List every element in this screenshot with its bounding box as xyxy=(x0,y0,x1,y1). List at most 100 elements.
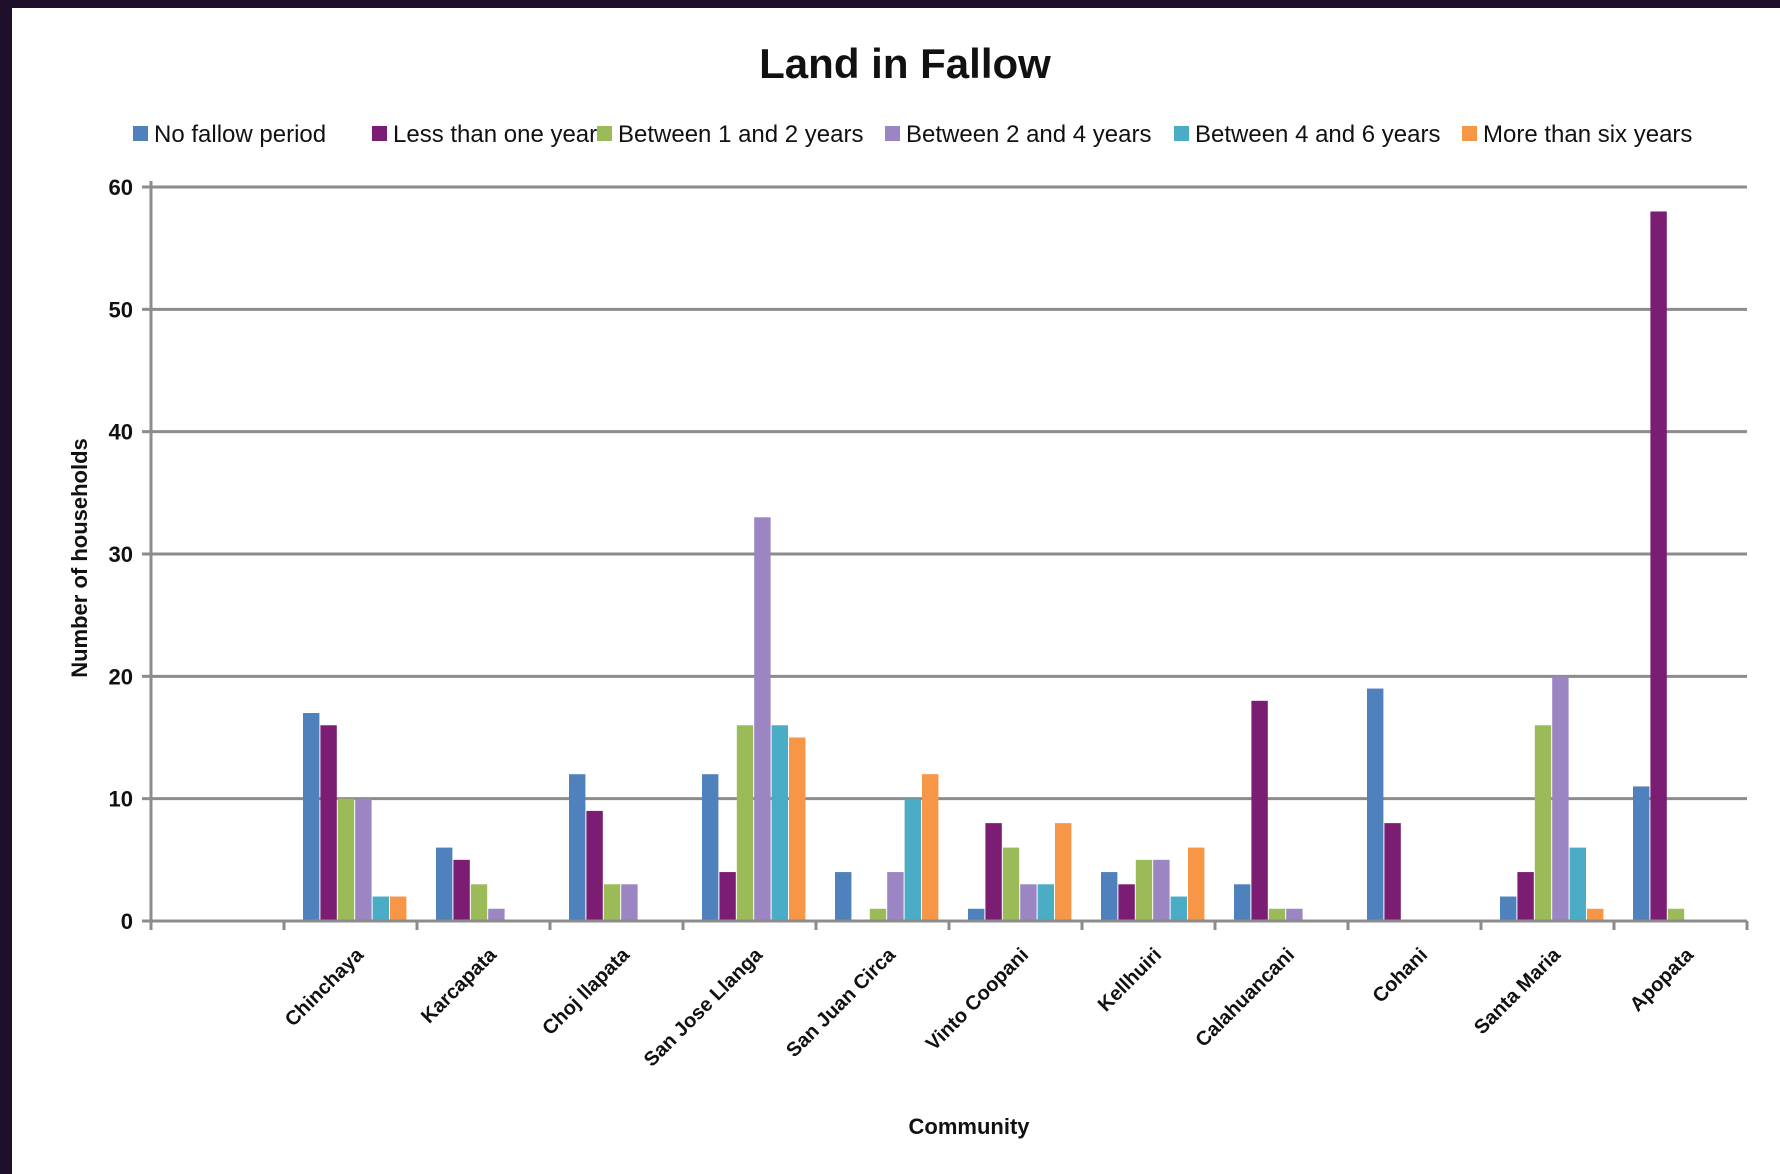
y-tick-label: 0 xyxy=(121,909,133,934)
bar xyxy=(904,798,921,921)
bar xyxy=(372,896,389,921)
legend-swatch xyxy=(885,126,900,141)
bar xyxy=(320,725,337,921)
bar xyxy=(719,872,736,921)
axes xyxy=(142,181,1749,930)
bar xyxy=(1268,908,1286,921)
bar xyxy=(1055,823,1072,921)
series-less-than-one-year xyxy=(320,211,1667,921)
bar xyxy=(1286,908,1303,921)
y-tick-label: 50 xyxy=(109,297,133,322)
y-tick-labels: 0 10 20 30 40 50 60 xyxy=(109,175,133,934)
bar xyxy=(470,884,488,921)
y-tick-label: 60 xyxy=(109,175,133,200)
bar xyxy=(337,798,355,921)
bar xyxy=(985,823,1002,921)
bar xyxy=(1002,847,1020,921)
bar xyxy=(1650,211,1667,921)
category-label: Vinto Coopani xyxy=(922,944,1033,1055)
category-label: Kellhuiri xyxy=(1094,944,1166,1016)
legend-item-between-1-and-2-years: Between 1 and 2 years xyxy=(597,121,864,148)
legend-label: Less than one year xyxy=(393,121,597,148)
bar xyxy=(736,725,754,921)
series-no-fallow-period xyxy=(303,688,1650,921)
category-label: Cohani xyxy=(1369,944,1432,1007)
bars xyxy=(303,211,1685,921)
y-tick-label: 20 xyxy=(109,664,133,689)
bar xyxy=(1587,908,1604,921)
legend-swatch xyxy=(372,126,387,141)
y-tick-label: 30 xyxy=(109,542,133,567)
bar xyxy=(1153,859,1170,921)
legend-label: Between 1 and 2 years xyxy=(618,121,864,148)
bar xyxy=(702,774,719,921)
series-between-4-and-6-years xyxy=(372,725,1586,921)
bar xyxy=(789,737,806,921)
series-between-1-and-2-years xyxy=(337,725,1685,921)
legend-label: No fallow period xyxy=(154,121,326,148)
chart-frame: Land in Fallow No fallow period Less than… xyxy=(12,8,1780,1174)
bar xyxy=(1500,896,1517,921)
bar xyxy=(1020,884,1037,921)
bar xyxy=(1633,786,1650,921)
bar xyxy=(1037,884,1054,921)
bar xyxy=(1534,725,1552,921)
bar xyxy=(968,908,985,921)
x-tick-labels: Chinchaya Karcapata Choj llapata San Jose L… xyxy=(281,943,1699,1071)
category-label: Chinchaya xyxy=(281,943,369,1031)
legend-label: More than six years xyxy=(1483,121,1692,148)
legend-label: Between 2 and 4 years xyxy=(906,121,1152,148)
bar xyxy=(835,872,852,921)
bar xyxy=(869,908,887,921)
legend-item-between-4-and-6-years: Between 4 and 6 years xyxy=(1174,121,1441,148)
bar xyxy=(922,774,939,921)
bar xyxy=(1170,896,1187,921)
legend: No fallow period Less than one year Betwee… xyxy=(133,121,1692,148)
category-label: Santa Maria xyxy=(1470,943,1566,1039)
bar xyxy=(621,884,638,921)
bar xyxy=(1101,872,1118,921)
legend-item-between-2-and-4-years: Between 2 and 4 years xyxy=(885,121,1152,148)
bar xyxy=(1188,847,1205,921)
chart-title: Land in Fallow xyxy=(759,40,1051,87)
legend-swatch xyxy=(1174,126,1189,141)
bar xyxy=(1667,908,1685,921)
bar xyxy=(887,872,904,921)
bar xyxy=(303,713,320,921)
bar xyxy=(1552,676,1569,921)
gridlines xyxy=(151,185,1747,801)
legend-label: Between 4 and 6 years xyxy=(1195,121,1441,148)
legend-item-less-than-one-year: Less than one year xyxy=(372,121,597,148)
legend-swatch xyxy=(133,126,148,141)
legend-item-no-fallow-period: No fallow period xyxy=(133,121,326,148)
bar xyxy=(754,517,771,921)
y-tick-label: 40 xyxy=(109,420,133,445)
category-label: Karcapata xyxy=(417,943,502,1028)
category-label: San Juan Circa xyxy=(782,943,900,1061)
series-more-than-six-years xyxy=(390,737,1604,921)
bar xyxy=(1569,847,1586,921)
bar xyxy=(603,884,621,921)
series-between-2-and-4-years xyxy=(355,517,1569,921)
bar xyxy=(1367,688,1384,921)
category-label: Apopata xyxy=(1626,943,1699,1016)
category-label: Choj llapata xyxy=(538,943,634,1039)
bar xyxy=(390,896,407,921)
bar xyxy=(771,725,788,921)
category-label: Calahuancani xyxy=(1192,944,1300,1052)
bar xyxy=(453,859,470,921)
bar xyxy=(1118,884,1135,921)
bar xyxy=(1384,823,1401,921)
bar xyxy=(355,798,372,921)
bar xyxy=(586,810,603,921)
bar-chart: Land in Fallow No fallow period Less than… xyxy=(67,40,1749,1139)
bar xyxy=(1517,872,1534,921)
y-axis-title: Number of households xyxy=(67,438,92,678)
y-tick-label: 10 xyxy=(109,787,133,812)
bar xyxy=(436,847,453,921)
category-label: San Jose Llanga xyxy=(640,943,768,1071)
legend-item-more-than-six-years: More than six years xyxy=(1462,121,1692,148)
bar xyxy=(1251,700,1268,921)
bar xyxy=(1135,859,1153,921)
bar xyxy=(1234,884,1251,921)
